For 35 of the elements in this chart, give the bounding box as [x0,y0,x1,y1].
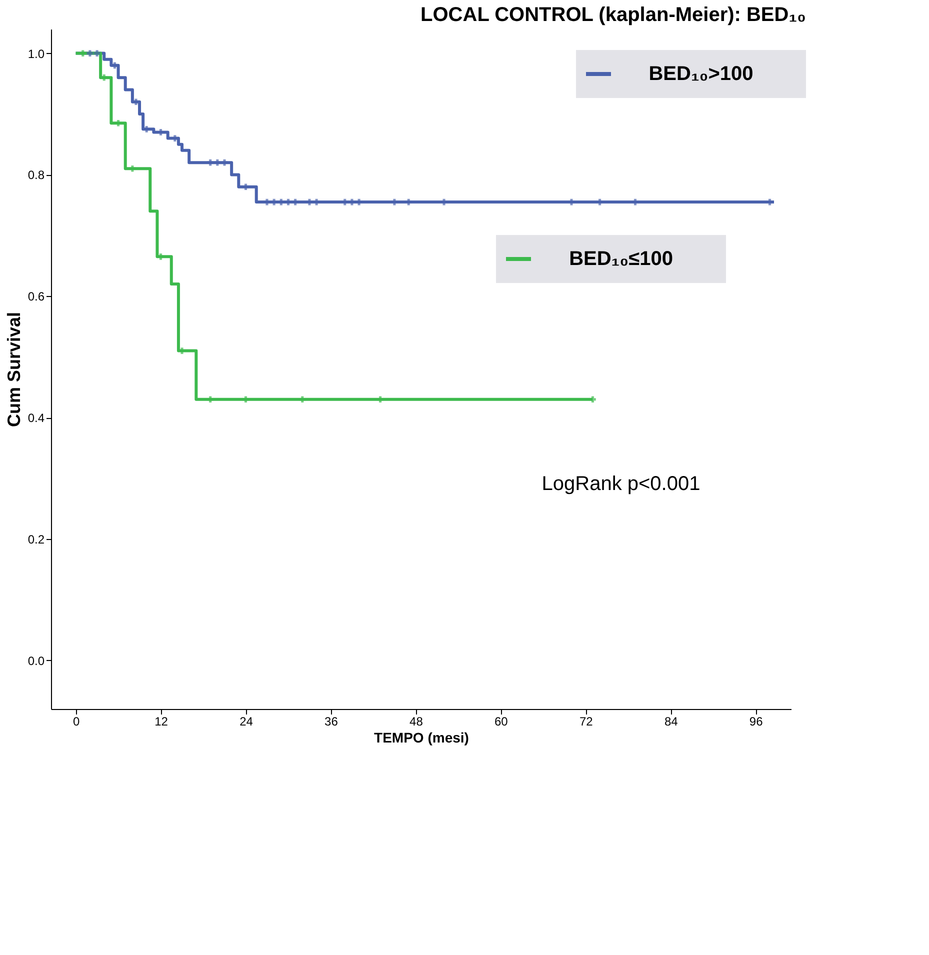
chart-title: LOCAL CONTROL (kaplan-Meier): BED₁₀ [420,4,806,26]
point [129,165,136,172]
point [377,396,384,403]
x-tick-label: 60 [494,714,508,728]
x-tick-label: 36 [324,714,338,728]
x-tick-label: 48 [410,714,424,728]
y-tick-label: 0.8 [28,168,45,182]
x-tick-label: 12 [154,714,168,728]
y-tick-label: 0.6 [28,290,45,304]
point [94,50,100,56]
point [242,396,249,403]
y-tick-label: 0.4 [28,411,45,426]
point [207,159,214,166]
y-tick-label: 1.0 [28,46,45,61]
x-tick-label: 96 [749,714,764,728]
point [207,396,214,403]
y-axis-title: Cum Survival [4,312,24,428]
x-tick-label: 0 [72,714,80,728]
point [112,62,118,69]
legend-label: BED₁₀≤100 [569,248,673,270]
x-tick-label: 24 [240,714,254,728]
point [221,159,228,166]
y-tick-label: 0.0 [28,654,45,668]
x-tick-label: 72 [579,714,594,728]
annotation: LogRank p<0.001 [542,473,700,495]
point [115,120,122,126]
point [242,184,249,190]
x-tick-label: 84 [664,714,678,728]
y-tick-label: 0.2 [28,532,45,546]
point [590,396,596,403]
legend-label: BED₁₀>100 [648,63,754,85]
point [299,396,306,403]
point [86,50,94,56]
point [214,159,221,166]
x-axis-title: TEMPO (mesi) [374,730,469,746]
